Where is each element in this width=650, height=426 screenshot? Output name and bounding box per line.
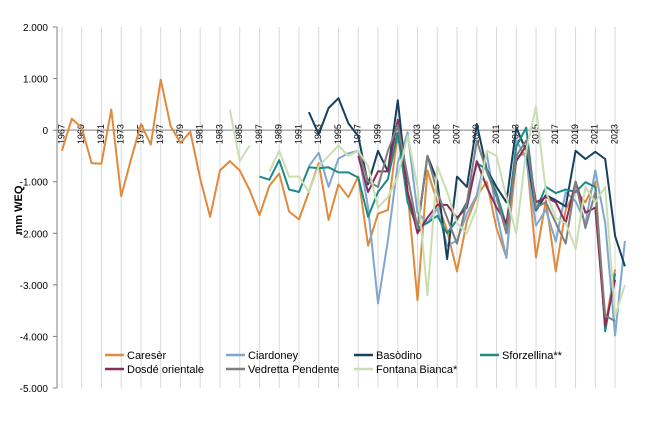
x-tick-label-6: 1979	[175, 124, 185, 144]
y-axis-label: mm WEQ	[13, 185, 25, 234]
x-tick-label-3: 1973	[116, 124, 126, 144]
x-tick-label-10: 1987	[254, 124, 264, 144]
y-tick-label-0: 2.000	[23, 23, 48, 34]
x-tick-label-16: 1999	[372, 124, 382, 144]
y-tick-label-5: -3.000	[20, 281, 49, 292]
legend: Caresèr Ciardoney Basòdino Sforzellina** Dos…	[105, 350, 563, 376]
x-tick-label-11: 1989	[274, 124, 284, 144]
x-tick-label-28: 2023	[609, 124, 619, 144]
series-lines	[60, 78, 626, 337]
legend-label-6: Fontana Bianca*	[376, 364, 458, 376]
y-tick-label-1: 1.000	[23, 75, 48, 86]
x-tick-label-12: 1991	[293, 124, 303, 144]
y-tick-labels: 2.000 1.000 0 -1.000 -2.000 -3.000 -4.000 -5.00…	[20, 23, 49, 395]
series-line-6	[228, 105, 626, 317]
y-tick-label-2: 0	[42, 126, 48, 137]
x-tick-label-5: 1977	[155, 124, 165, 144]
x-tick-label-1: 1969	[76, 124, 86, 144]
y-tick-label-4: -2.000	[20, 229, 49, 240]
x-tick-label-19: 2005	[432, 124, 442, 144]
x-tick-label-22: 2011	[491, 124, 501, 143]
x-tick-label-4: 1975	[135, 124, 145, 144]
y-tick-label-6: -4.000	[20, 332, 49, 343]
y-tick-label-7: -5.000	[20, 384, 49, 395]
legend-label-2: Basòdino	[376, 350, 422, 362]
legend-label-3: Sforzellina**	[502, 350, 563, 362]
x-tick-label-24: 2015	[530, 124, 540, 144]
legend-label-4: Dosdé orientale	[127, 364, 204, 376]
x-tick-label-14: 1995	[333, 124, 343, 144]
x-tick-label-0: 1967	[56, 124, 66, 144]
legend-label-1: Ciardoney	[248, 350, 299, 362]
series-line-5	[357, 124, 616, 322]
series-line-2	[307, 97, 626, 267]
legend-label-5: Vedretta Pendente	[248, 364, 339, 376]
x-tick-label-8: 1983	[214, 124, 224, 144]
x-tick-label-18: 2003	[412, 124, 422, 144]
legend-label-0: Caresèr	[127, 350, 166, 362]
x-tick-label-25: 2017	[550, 124, 560, 144]
x-tick-label-26: 2019	[570, 124, 580, 144]
x-tick-label-27: 2021	[590, 124, 600, 144]
y-tick-label-3: -1.000	[20, 178, 49, 189]
x-tick-label-2: 1971	[96, 124, 106, 144]
x-tick-label-9: 1985	[234, 124, 244, 144]
x-tick-label-7: 1981	[195, 124, 205, 144]
x-tick-label-20: 2007	[451, 124, 461, 144]
